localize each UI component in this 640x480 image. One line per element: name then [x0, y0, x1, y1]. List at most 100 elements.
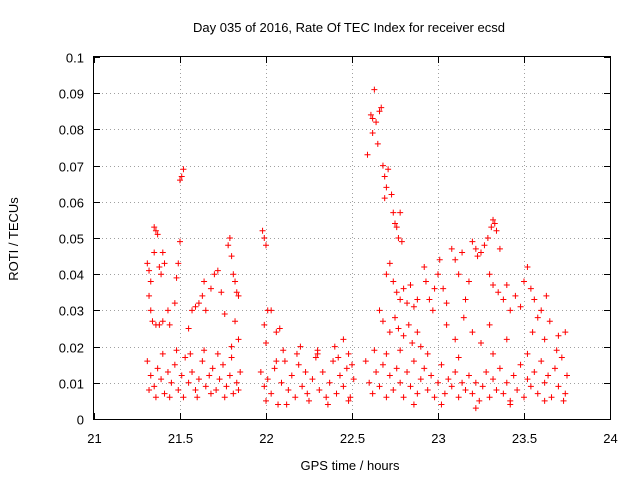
data-point — [316, 387, 323, 394]
data-point — [443, 300, 450, 307]
data-point — [302, 368, 309, 375]
data-point — [199, 358, 206, 365]
data-point — [507, 401, 514, 408]
data-point — [173, 274, 180, 281]
data-point — [297, 343, 304, 350]
data-point — [285, 387, 292, 394]
data-point — [386, 372, 393, 379]
x-tick-label: 22.5 — [340, 431, 365, 446]
data-point — [478, 249, 484, 256]
data-point — [490, 350, 497, 357]
y-tick-label: 0.08 — [59, 123, 84, 138]
data-point — [472, 245, 479, 252]
data-point — [345, 350, 352, 357]
data-point — [534, 390, 541, 397]
data-point — [481, 242, 488, 249]
data-point — [431, 285, 438, 292]
data-point — [386, 329, 393, 336]
data-point — [443, 321, 450, 328]
data-point — [263, 339, 269, 346]
data-point — [201, 347, 208, 354]
y-tick-label: 0 — [77, 413, 84, 428]
data-point — [345, 397, 352, 404]
data-point — [235, 387, 242, 394]
data-point — [383, 271, 390, 278]
data-point — [364, 151, 371, 158]
data-point — [158, 271, 165, 278]
y-tick-label: 0.02 — [59, 341, 84, 356]
y-tick-label: 0.1 — [66, 51, 84, 66]
data-point — [426, 296, 433, 303]
data-point — [448, 383, 455, 390]
data-point — [349, 361, 355, 368]
data-point — [386, 260, 393, 267]
data-point — [395, 235, 402, 241]
data-point — [221, 311, 228, 318]
data-point — [496, 245, 503, 252]
data-point — [201, 278, 208, 285]
data-point — [390, 278, 397, 285]
data-point — [555, 332, 562, 339]
data-point — [324, 401, 331, 408]
data-point — [376, 383, 383, 390]
data-point — [465, 372, 472, 379]
data-point — [230, 271, 237, 278]
data-point — [159, 350, 166, 357]
data-point — [350, 376, 357, 383]
data-point — [373, 119, 380, 126]
data-point — [159, 318, 166, 325]
data-point — [436, 256, 443, 263]
data-point — [220, 361, 226, 368]
data-point — [235, 336, 242, 343]
data-point — [486, 321, 493, 328]
y-tick-label: 0.09 — [59, 87, 84, 102]
data-point — [538, 358, 545, 365]
data-point — [156, 321, 163, 328]
data-point — [147, 307, 154, 314]
data-point — [228, 253, 235, 260]
data-point — [553, 347, 560, 354]
data-point — [288, 372, 295, 379]
data-point — [538, 307, 545, 314]
data-point — [230, 390, 237, 397]
data-point — [407, 383, 414, 390]
data-point — [379, 361, 386, 368]
data-point — [264, 376, 271, 383]
data-point — [232, 278, 239, 285]
data-point — [524, 350, 531, 357]
data-point — [268, 307, 275, 314]
data-point — [392, 220, 398, 227]
data-point — [496, 365, 503, 372]
data-point — [397, 379, 404, 386]
data-point — [392, 314, 398, 321]
data-point — [369, 130, 376, 137]
data-point — [397, 209, 404, 216]
data-point — [292, 394, 299, 401]
y-axis-label: ROTI / TECUs — [6, 197, 21, 281]
data-point — [366, 379, 373, 386]
data-point — [228, 343, 235, 350]
data-point — [564, 372, 570, 379]
data-point — [562, 390, 569, 397]
data-point — [330, 358, 337, 365]
data-point — [558, 354, 565, 361]
data-point — [414, 329, 421, 336]
data-point — [371, 86, 378, 93]
data-points — [144, 86, 570, 412]
data-point — [400, 332, 407, 339]
data-point — [546, 318, 553, 325]
data-point — [541, 336, 548, 343]
data-point — [283, 401, 290, 408]
data-point — [261, 321, 268, 328]
data-point — [192, 387, 199, 394]
data-point — [421, 365, 428, 372]
data-point — [493, 387, 500, 394]
data-point — [299, 383, 306, 390]
data-point — [390, 387, 397, 394]
data-point — [417, 343, 424, 350]
data-point — [414, 296, 421, 303]
data-point — [493, 227, 500, 234]
data-point — [268, 390, 275, 397]
data-point — [273, 358, 280, 365]
